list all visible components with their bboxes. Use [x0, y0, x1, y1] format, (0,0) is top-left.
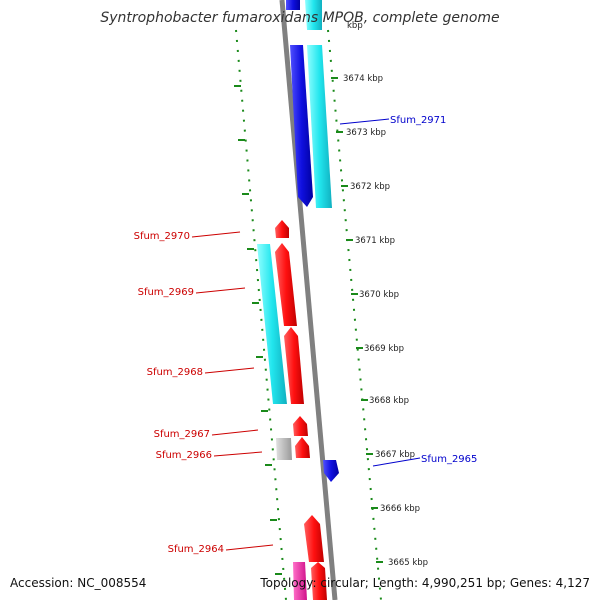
gene-sfum-2968[interactable] — [284, 327, 304, 404]
label-sfum-2966: Sfum_2966 — [156, 450, 212, 461]
scale-label-partial-top: kbp — [347, 21, 363, 31]
scale-labels: 3674 kbp 3673 kbp 3672 kbp 3671 kbp 3670… — [343, 74, 428, 568]
gene-red-bottom — [311, 562, 327, 600]
gene-cyan-top-small — [305, 0, 322, 30]
label-sfum-2965: Sfum_2965 — [421, 454, 477, 465]
page-title: Syntrophobacter fumaroxidans MPOB, compl… — [100, 10, 500, 26]
scale-label-3669: 3669 kbp — [364, 344, 404, 354]
gene-sfum-2969-cyan — [257, 244, 287, 404]
gene-sfum-2971-cyan — [307, 45, 332, 208]
gene-sfum-2966b — [295, 437, 310, 458]
gene-labels-right: Sfum_2971 Sfum_2965 — [390, 115, 477, 465]
left-major-ticks — [234, 85, 282, 575]
outer-scale-line-right — [327, 29, 382, 600]
right-major-ticks — [331, 77, 383, 563]
gene-sfum-2966[interactable] — [276, 438, 292, 460]
label-connectors — [191, 118, 421, 551]
scale-label-3665: 3665 kbp — [388, 558, 428, 568]
scale-label-3667: 3667 kbp — [375, 450, 415, 460]
scale-label-3671: 3671 kbp — [355, 236, 395, 246]
gene-sfum-2965[interactable] — [323, 460, 339, 482]
gene-sfum-2967[interactable] — [293, 416, 308, 436]
scale-label-3672: 3672 kbp — [350, 182, 390, 192]
outer-scale-line-left — [235, 29, 287, 600]
gene-pink-bottom — [293, 562, 307, 600]
genome-backbone — [279, 0, 338, 600]
topology-text: Topology: circular; Length: 4,990,251 bp… — [260, 576, 590, 590]
scale-label-3674: 3674 kbp — [343, 74, 383, 84]
gene-labels-left: Sfum_2970 Sfum_2969 Sfum_2968 Sfum_2967 … — [134, 231, 224, 555]
gene-sfum-2970[interactable] — [275, 220, 289, 238]
gene-sfum-2969-red[interactable] — [275, 243, 297, 326]
label-sfum-2970: Sfum_2970 — [134, 231, 190, 242]
scale-label-3673: 3673 kbp — [346, 128, 386, 138]
scale-label-3670: 3670 kbp — [359, 290, 399, 300]
scale-label-3666: 3666 kbp — [380, 504, 420, 514]
scale-label-3668: 3668 kbp — [369, 396, 409, 406]
gene-sfum-2971-blue[interactable] — [290, 45, 313, 207]
label-sfum-2967: Sfum_2967 — [154, 429, 210, 440]
gene-blue-top-small — [286, 0, 300, 10]
gene-sfum-2964[interactable] — [304, 515, 324, 562]
label-sfum-2968: Sfum_2968 — [147, 367, 203, 378]
accession-text: Accession: NC_008554 — [10, 576, 147, 590]
label-sfum-2964: Sfum_2964 — [168, 544, 224, 555]
label-sfum-2971: Sfum_2971 — [390, 115, 446, 126]
label-sfum-2969: Sfum_2969 — [138, 287, 194, 298]
